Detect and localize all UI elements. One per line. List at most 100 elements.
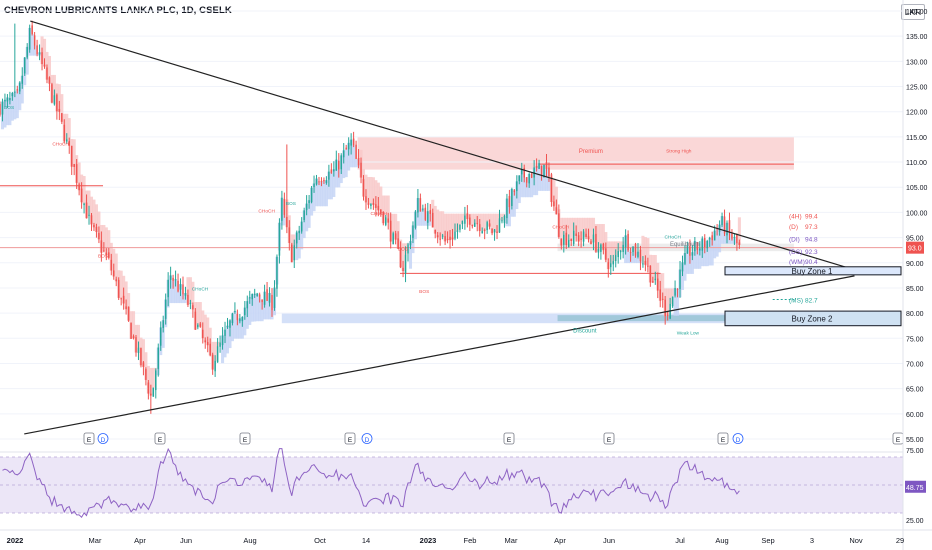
candle-body — [652, 281, 654, 283]
cloud-band — [354, 158, 358, 168]
dividend-marker[interactable]: D — [732, 433, 744, 445]
trendline-upper[interactable] — [30, 20, 855, 271]
candle-body — [575, 233, 577, 236]
event-letter: D — [736, 437, 741, 444]
cloud-band — [198, 302, 202, 327]
rsi-tick: 25.00 — [906, 518, 924, 525]
earnings-icon[interactable] — [154, 432, 166, 445]
cloud-band — [18, 82, 22, 111]
candle-body — [431, 212, 434, 228]
candle-body — [397, 238, 399, 249]
candle-body — [543, 164, 545, 178]
annotation-label: Equilibrium — [670, 242, 700, 248]
candle-body — [706, 240, 708, 249]
event-letter: D — [365, 437, 370, 444]
candle-body — [459, 224, 461, 230]
cloud-band — [685, 246, 689, 274]
cloud-band — [708, 237, 712, 266]
candle-body — [708, 237, 711, 240]
buy-zone-box[interactable] — [724, 266, 902, 276]
candle-body — [305, 203, 308, 211]
candle-body — [226, 325, 229, 328]
event-letter: E — [348, 437, 353, 444]
candle-body — [330, 169, 333, 173]
cloud-band — [676, 289, 680, 316]
candle-body — [679, 269, 681, 289]
candle-body — [733, 236, 736, 238]
earnings-icon[interactable] — [503, 432, 515, 445]
candle-body — [127, 306, 130, 321]
dividend-marker[interactable]: D — [361, 433, 373, 445]
cloud-band — [718, 224, 722, 253]
trendline-lower[interactable] — [24, 275, 855, 435]
candle-body — [370, 203, 372, 206]
candle-body — [525, 177, 528, 183]
candle-body — [511, 189, 513, 206]
candle-body — [263, 291, 266, 305]
event-letter: D — [101, 437, 106, 444]
rsi-line[interactable] — [2, 447, 740, 518]
cloud-band — [582, 217, 586, 232]
cloud-band — [423, 219, 427, 226]
candle-body — [392, 233, 394, 245]
candle-body — [88, 214, 90, 217]
cloud-band — [493, 213, 497, 230]
price-tick: 80.00 — [906, 311, 924, 318]
buy-zone-box[interactable] — [724, 310, 902, 327]
candle-body — [476, 223, 479, 225]
candle-body — [558, 213, 560, 237]
cloud-band — [460, 213, 464, 221]
zone-premium — [357, 136, 794, 170]
cloud-band — [366, 176, 370, 205]
dividend-icon[interactable] — [97, 433, 109, 444]
cloud-band — [384, 195, 388, 218]
earnings-marker[interactable]: E — [892, 432, 904, 445]
cloud-band — [131, 311, 136, 339]
earnings-icon[interactable] — [239, 432, 251, 445]
candle-body — [565, 232, 568, 246]
cloud-band — [537, 163, 541, 191]
rsi-badge-text: 48.75 — [906, 485, 924, 492]
cloud-band — [653, 254, 657, 279]
earnings-marker[interactable]: E — [239, 432, 251, 445]
dividend-marker[interactable]: D — [97, 433, 109, 445]
candle-body — [367, 203, 370, 205]
candle-body — [320, 180, 323, 182]
earnings-icon[interactable] — [344, 432, 356, 445]
candle-body — [145, 369, 147, 380]
price-tick: 65.00 — [906, 387, 924, 394]
cloud-band — [176, 291, 180, 304]
cloud-band — [421, 208, 425, 226]
currency-badge[interactable]: LKR — [901, 4, 925, 20]
candle-body — [548, 167, 550, 177]
candle-body — [689, 246, 691, 256]
cloud-band — [240, 317, 244, 339]
cloud-band — [253, 293, 257, 322]
cloud-band — [104, 227, 108, 256]
candle-body — [441, 235, 444, 237]
level-label-value: 99.4 — [805, 213, 818, 220]
candle-body — [461, 220, 464, 225]
earnings-marker[interactable]: E — [717, 432, 729, 445]
candle-body — [384, 217, 387, 225]
candle-body — [352, 138, 355, 146]
cloud-band — [737, 217, 741, 246]
price-tick: 75.00 — [906, 336, 924, 343]
earnings-marker[interactable]: E — [154, 432, 166, 445]
candle-body — [612, 261, 615, 265]
earnings-icon[interactable] — [717, 432, 729, 445]
earnings-marker[interactable]: E — [83, 432, 95, 445]
earnings-icon[interactable] — [603, 432, 615, 445]
candle-body — [614, 255, 617, 262]
dividend-icon[interactable] — [732, 433, 744, 444]
candle-body — [239, 318, 241, 322]
dividend-icon[interactable] — [361, 433, 373, 444]
cloud-band — [322, 181, 326, 207]
candle-body — [595, 233, 597, 252]
earnings-marker[interactable]: E — [344, 432, 356, 445]
earnings-marker[interactable]: E — [503, 432, 515, 445]
earnings-icon[interactable] — [83, 432, 95, 445]
cloud-band — [680, 262, 685, 290]
earnings-marker[interactable]: E — [603, 432, 615, 445]
